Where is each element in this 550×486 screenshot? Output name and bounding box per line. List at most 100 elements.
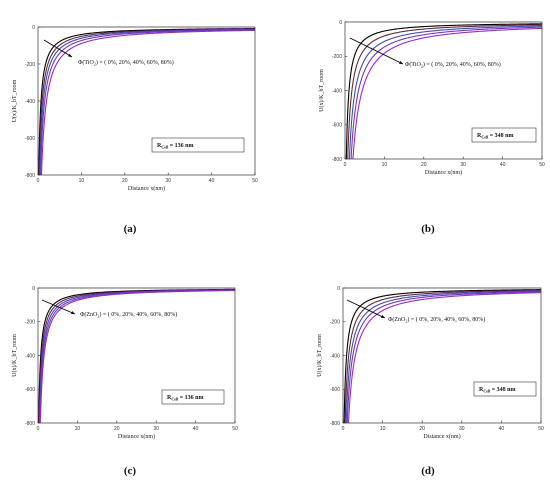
- annotation-label: Φ(ZnO2) = ( 0%, 20%, 40%, 60%, 80%): [388, 316, 485, 324]
- x-tick-label: 20: [114, 426, 120, 432]
- series-line-4: [350, 26, 542, 159]
- r-cell-label: RCell = 136 nm: [167, 395, 204, 402]
- series-line-4: [39, 29, 255, 175]
- panel-caption: (c): [124, 465, 137, 477]
- x-tick-label: 0: [344, 162, 347, 168]
- x-axis-label: Distance x(nm): [118, 433, 155, 440]
- x-tick-label: 10: [79, 178, 85, 184]
- arrow-head: [399, 60, 403, 64]
- x-tick-label: 10: [75, 426, 81, 432]
- y-tick-label: -600: [332, 123, 342, 129]
- y-tick-label: -800: [330, 421, 340, 427]
- y-tick-label: -200: [332, 54, 342, 60]
- y-tick-label: -400: [25, 99, 35, 105]
- series-line-2: [344, 289, 541, 423]
- panel-caption: (a): [124, 223, 137, 235]
- y-tick-label: -600: [25, 136, 35, 142]
- x-tick-label: 10: [380, 426, 386, 432]
- y-axis-label: U(x)/K_bT_room: [318, 69, 325, 112]
- y-axis-label: U(x)/K_bT_room: [11, 334, 18, 377]
- x-axis-label: Distance x(nm): [128, 185, 165, 192]
- series-line-2: [38, 28, 255, 175]
- y-tick-label: 0: [337, 286, 340, 292]
- x-tick-label: 20: [421, 162, 427, 168]
- x-tick-label: 30: [153, 426, 159, 432]
- x-tick-label: 50: [539, 162, 545, 168]
- x-tick-label: 40: [193, 426, 199, 432]
- series-line-1: [345, 23, 542, 159]
- y-tick-label: -800: [25, 173, 35, 179]
- y-tick-label: 0: [32, 286, 35, 292]
- r-cell-box: [471, 127, 537, 143]
- series-line-3: [39, 28, 255, 175]
- x-axis-label: Distance x(nm): [425, 169, 462, 176]
- series-group: [343, 289, 541, 423]
- y-tick-label: -400: [25, 353, 35, 359]
- series-line-5: [347, 292, 541, 423]
- x-tick-label: 50: [252, 178, 258, 184]
- r-cell-label: RCell = 348 nm: [477, 133, 514, 140]
- panel-caption: (b): [421, 223, 435, 235]
- x-tick-label: 50: [232, 426, 238, 432]
- y-tick-label: -200: [25, 320, 35, 326]
- r-cell-box: [473, 381, 537, 397]
- annotation-arrow: [43, 39, 73, 58]
- annotation-arrow: [41, 299, 76, 315]
- x-tick-label: 40: [499, 426, 505, 432]
- x-tick-label: 40: [209, 178, 215, 184]
- y-axis-label: U(x)/K_bT_room: [11, 79, 18, 122]
- x-tick-label: 30: [460, 162, 466, 168]
- x-tick-label: 0: [37, 178, 40, 184]
- series-line-1: [38, 27, 255, 175]
- annotation-arrow: [346, 299, 386, 319]
- arrow-head: [381, 315, 385, 318]
- x-tick-label: 0: [342, 426, 345, 432]
- annotation-arrow: [349, 37, 404, 65]
- y-tick-label: -400: [332, 88, 342, 94]
- y-tick-label: -200: [330, 320, 340, 326]
- series-line-3: [348, 25, 542, 159]
- x-axis-label: Distance x(nm): [423, 433, 460, 440]
- arrow-head: [71, 311, 75, 314]
- y-tick-label: -400: [330, 353, 340, 359]
- series-group: [345, 23, 542, 159]
- y-axis-label: U(x)/K_bT_room: [316, 334, 323, 377]
- annotation-label: Φ(ZnO2) = ( 0%, 20%, 40%, 60%, 80%): [80, 311, 177, 319]
- series-group: [38, 288, 235, 423]
- series-group: [38, 27, 255, 175]
- x-tick-label: 50: [538, 426, 544, 432]
- r-cell-label: RCell = 136 nm: [157, 143, 194, 150]
- arrow-head: [68, 53, 72, 57]
- r-cell-box: [161, 389, 225, 405]
- panel-caption: (d): [421, 465, 435, 477]
- y-tick-label: -800: [25, 421, 35, 427]
- y-tick-label: -200: [25, 62, 35, 68]
- r-cell-label: RCell = 348 nm: [479, 387, 516, 394]
- series-line-5: [40, 29, 255, 175]
- x-tick-label: 30: [165, 178, 171, 184]
- annotation-label: Φ(TiO2) = ( 0%, 20%, 40%, 60%, 80%): [78, 59, 174, 67]
- x-tick-label: 10: [382, 162, 388, 168]
- series-line-2: [347, 24, 542, 159]
- series-line-1: [343, 289, 541, 423]
- series-line-5: [352, 27, 542, 159]
- annotation-label: Φ(TiO2) = ( 0%, 20%, 40%, 60%, 80%): [405, 61, 501, 69]
- y-tick-label: 0: [339, 20, 342, 26]
- x-tick-label: 20: [122, 178, 128, 184]
- y-tick-label: -600: [25, 387, 35, 393]
- series-line-5: [39, 289, 235, 423]
- x-tick-label: 40: [500, 162, 506, 168]
- y-tick-label: -800: [332, 157, 342, 163]
- x-tick-label: 0: [37, 426, 40, 432]
- series-line-3: [345, 290, 541, 423]
- y-tick-label: 0: [32, 25, 35, 31]
- r-cell-box: [151, 137, 245, 153]
- y-tick-label: -600: [330, 387, 340, 393]
- x-tick-label: 20: [419, 426, 425, 432]
